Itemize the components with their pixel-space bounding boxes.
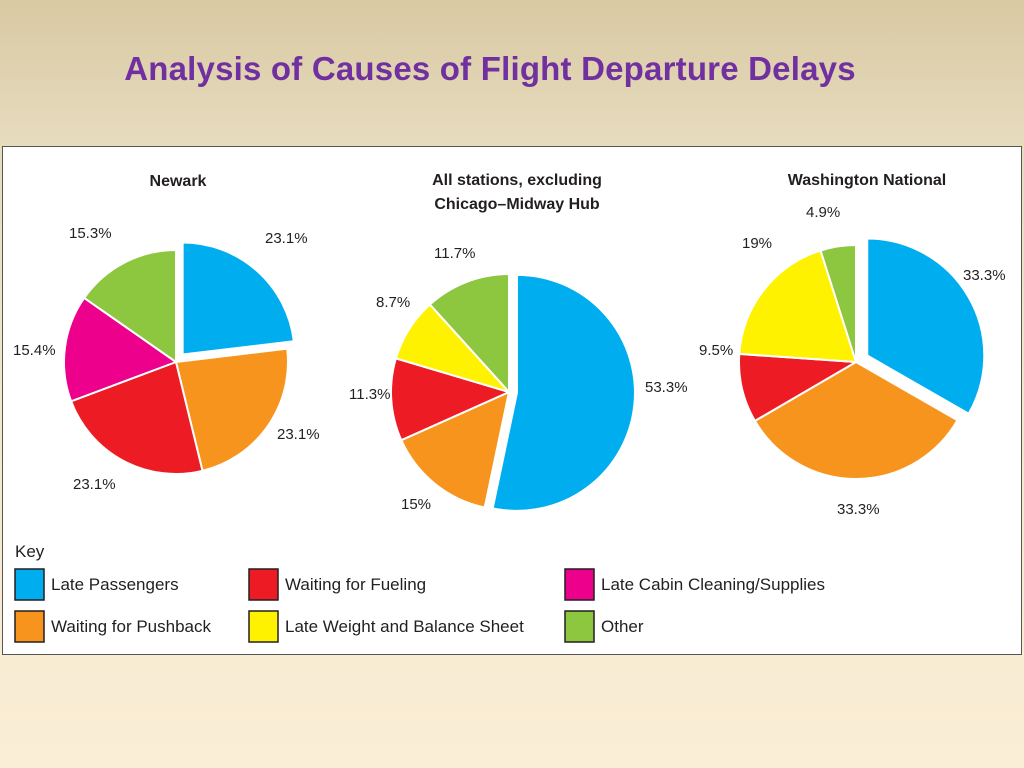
pct-label: 15.4%	[13, 342, 56, 359]
pct-label: 23.1%	[265, 230, 308, 247]
pct-label: 4.9%	[806, 204, 840, 221]
legend-label: Late Cabin Cleaning/Supplies	[601, 575, 825, 594]
pct-label: 19%	[742, 235, 772, 252]
legend: Late Passengers Waiting for Pushback Waiti…	[14, 568, 825, 643]
pie-slice-other	[819, 243, 857, 363]
chart-title-washington: Washington National	[788, 172, 947, 189]
pct-label: 33.3%	[837, 501, 880, 518]
pct-label: 8.7%	[376, 294, 410, 311]
pct-label: 15%	[401, 496, 431, 513]
pie-slice-waiting-for-pushback	[753, 360, 959, 480]
pie-slice-late-passengers	[181, 241, 295, 356]
chart-title-all-stations-line2: Chicago–Midway Hub	[434, 196, 600, 213]
pie-slice-waiting-for-fueling	[390, 357, 512, 442]
pie-slice-late-passengers	[866, 237, 986, 416]
slide-title: Analysis of Causes of Flight Departure D…	[124, 50, 856, 87]
pct-label: 11.7%	[434, 245, 475, 262]
legend-swatch-late-cabin-cleaning-supplies	[564, 568, 595, 601]
pie-slice-late-weight-and-balance-sheet	[738, 249, 858, 364]
pie-slice-waiting-for-pushback	[174, 347, 289, 473]
key-title: Key	[15, 542, 45, 561]
pct-label: 15.3%	[69, 225, 112, 242]
legend-label: Waiting for Pushback	[51, 617, 211, 636]
pie-group	[63, 237, 986, 512]
legend-swatch-late-weight-and-balance-sheet	[248, 610, 279, 643]
pie-charts-figure: Newark All stations, excluding Chicago–M…	[13, 172, 1006, 643]
pct-label: 23.1%	[277, 426, 320, 443]
pie-slice-late-passengers	[491, 273, 636, 512]
legend-swatch-waiting-for-pushback	[14, 610, 45, 643]
legend-label: Late Passengers	[51, 575, 179, 594]
legend-label: Late Weight and Balance Sheet	[285, 617, 524, 636]
pie-slice-late-cabin-cleaning-supplies	[63, 296, 179, 403]
legend-swatch-late-passengers	[14, 568, 45, 601]
pct-label: 11.3%	[349, 386, 390, 403]
chart-panel: Newark All stations, excluding Chicago–M…	[2, 146, 1022, 655]
pct-label: 53.3%	[645, 379, 688, 396]
legend-swatch-other	[564, 610, 595, 643]
pct-label: 9.5%	[699, 342, 733, 359]
pct-label: 23.1%	[73, 476, 116, 493]
legend-swatch-waiting-for-fueling	[248, 568, 279, 601]
pct-label: 33.3%	[963, 267, 1006, 284]
chart-title-newark: Newark	[150, 173, 207, 190]
legend-label: Waiting for Fueling	[285, 575, 426, 594]
pie-slice-other	[82, 248, 177, 364]
legend-label: Other	[601, 617, 644, 636]
pie-slice-waiting-for-pushback	[399, 390, 511, 509]
chart-title-all-stations-line1: All stations, excluding	[432, 172, 602, 189]
pie-slice-other	[428, 272, 510, 395]
